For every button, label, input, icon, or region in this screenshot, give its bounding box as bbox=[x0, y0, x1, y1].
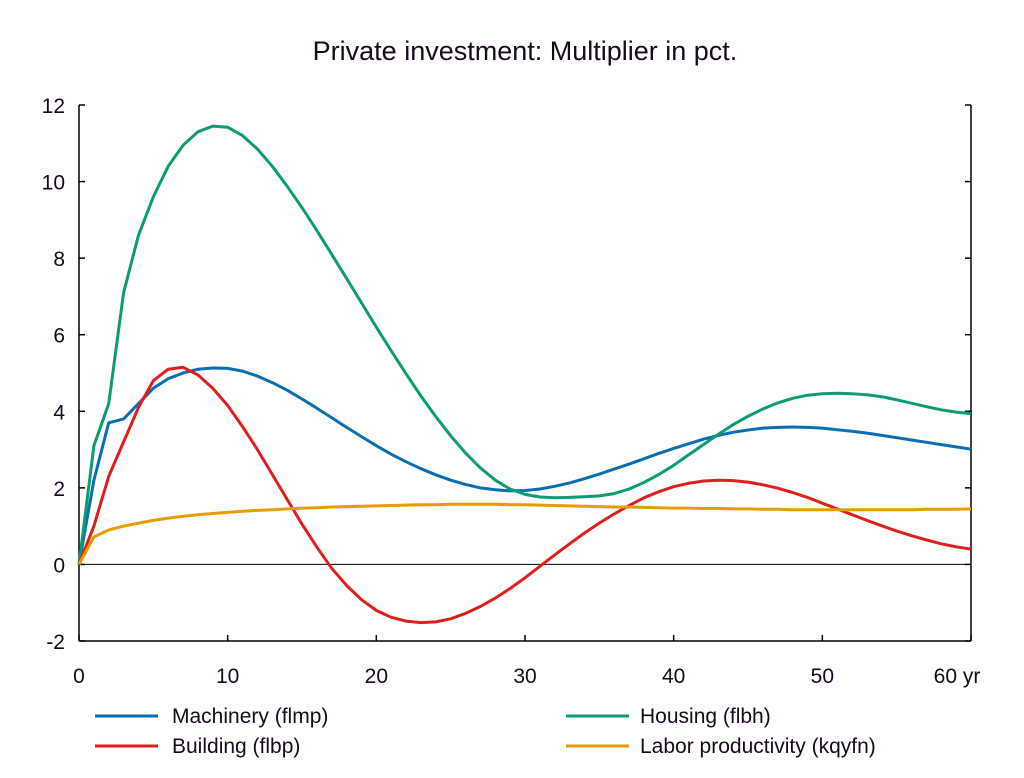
x-ticks: 0 10 20 30 40 50 60 yr bbox=[73, 635, 980, 688]
x-tick-label: 40 bbox=[662, 665, 685, 688]
y-tick-label: 4 bbox=[53, 401, 65, 424]
y-tick-label: 0 bbox=[53, 554, 65, 577]
plot-area: -2 0 2 4 6 8 10 12 0 10 20 30 40 50 60 yr bbox=[42, 95, 981, 688]
legend-item-labor-productivity: Labor productivity (kqyfn) bbox=[566, 735, 876, 758]
x-tick-label: 0 bbox=[73, 665, 85, 688]
legend-item-housing: Housing (flbh) bbox=[566, 705, 771, 728]
legend-label-labor-productivity: Labor productivity (kqyfn) bbox=[640, 735, 876, 758]
y-tick-label: 12 bbox=[42, 95, 65, 118]
y-ticks: -2 0 2 4 6 8 10 12 bbox=[42, 95, 971, 654]
y-tick-label: 8 bbox=[53, 248, 65, 271]
series-line-housing bbox=[77, 124, 972, 565]
legend-label-housing: Housing (flbh) bbox=[640, 705, 771, 728]
legend: Machinery (flmp) Housing (flbh) Building… bbox=[95, 705, 876, 758]
chart-title: Private investment: Multiplier in pct. bbox=[313, 36, 738, 66]
y-tick-label: -2 bbox=[46, 631, 65, 654]
x-tick-label: 10 bbox=[216, 665, 239, 688]
legend-label-building: Building (flbp) bbox=[172, 735, 300, 758]
x-tick-label: 60 yr bbox=[934, 665, 981, 688]
x-tick-label: 50 bbox=[811, 665, 834, 688]
legend-label-machinery: Machinery (flmp) bbox=[172, 705, 328, 728]
y-tick-label: 10 bbox=[42, 172, 65, 195]
legend-item-building: Building (flbp) bbox=[95, 735, 300, 758]
y-tick-label: 6 bbox=[53, 325, 65, 348]
series-lines bbox=[77, 124, 972, 625]
y-tick-label: 2 bbox=[53, 478, 65, 501]
series-line-labor-productivity bbox=[77, 502, 972, 566]
legend-item-machinery: Machinery (flmp) bbox=[95, 705, 328, 728]
series-line-machinery bbox=[77, 366, 972, 565]
x-tick-label: 30 bbox=[513, 665, 536, 688]
series-line-building bbox=[77, 365, 972, 625]
x-tick-label: 20 bbox=[365, 665, 388, 688]
